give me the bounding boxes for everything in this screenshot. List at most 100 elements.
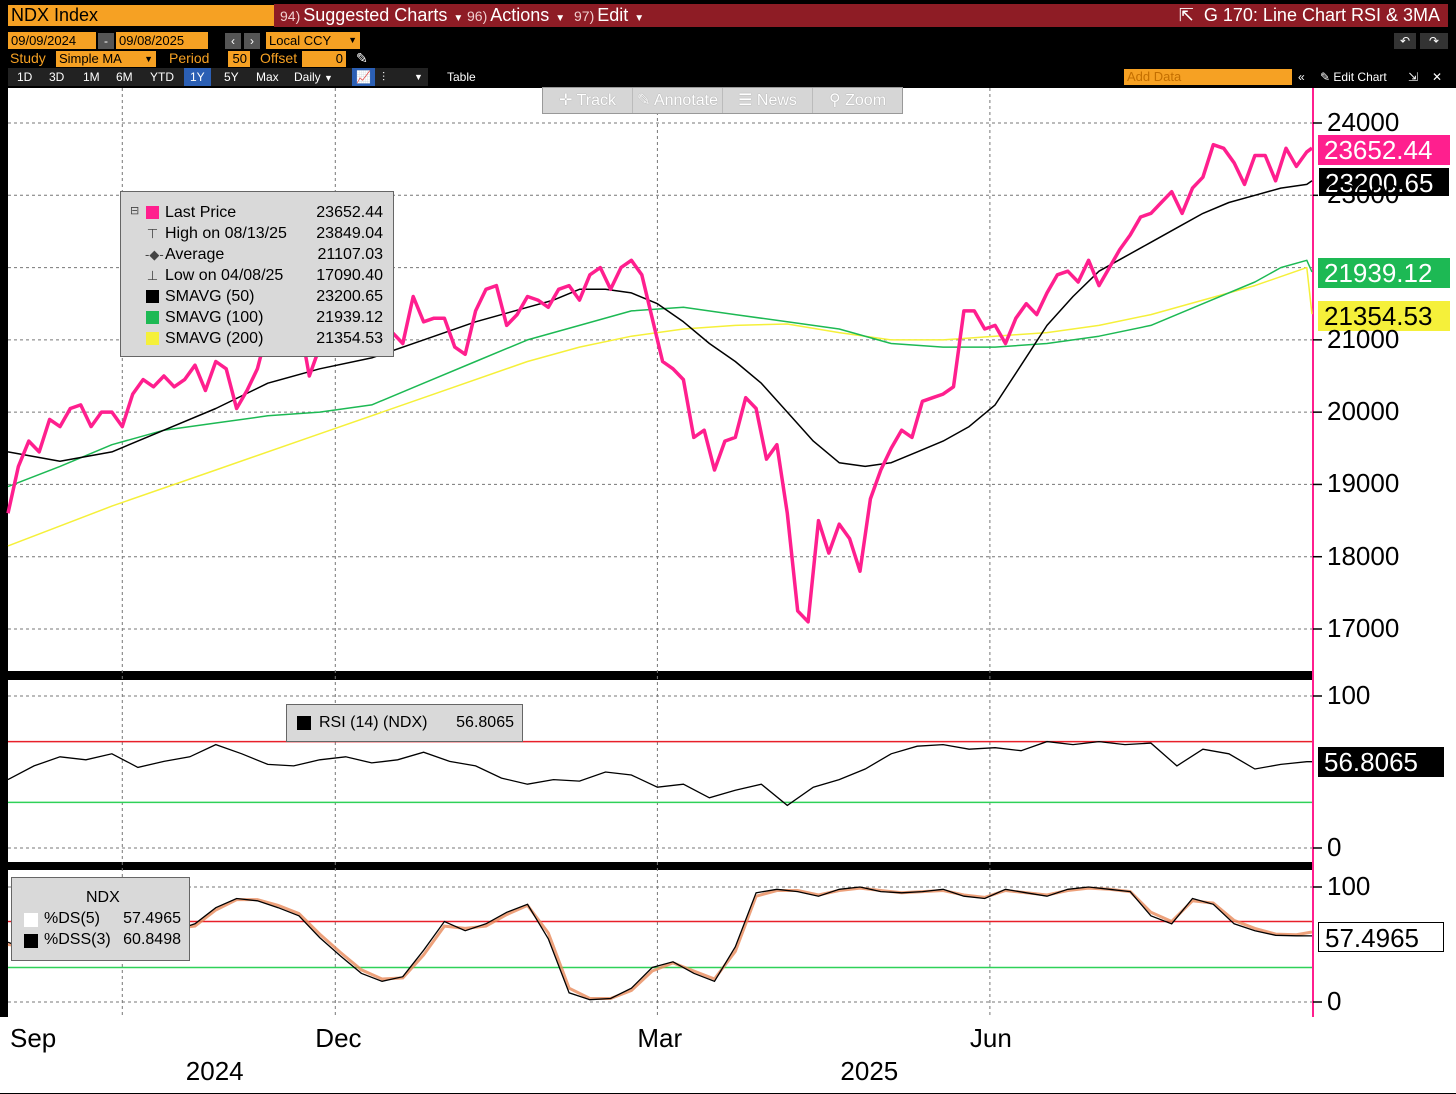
zoom-label: Zoom — [845, 92, 887, 109]
legend-label: Low on 04/08/25 — [165, 267, 284, 284]
bar-type-icon[interactable]: ⫶ — [382, 70, 386, 84]
menu-label: Edit — [597, 5, 629, 25]
ticker-field[interactable]: NDX Index — [8, 5, 274, 26]
range-max[interactable]: Max — [256, 70, 279, 84]
chevron-down-icon: ▼ — [324, 73, 333, 83]
legend-row: ⊥ Low on 04/08/25 17090.40 — [143, 265, 389, 286]
legend-label: SMAVG (100) — [165, 309, 264, 326]
end-date-field[interactable]: 09/08/2025 — [116, 32, 208, 49]
x-tick-label: Mar — [637, 1023, 683, 1053]
study-label: Study — [10, 50, 46, 66]
range-1d[interactable]: 1D — [17, 70, 33, 84]
rsi-series-line — [7, 740, 1312, 807]
black-square-icon — [146, 290, 159, 303]
range-6m[interactable]: 6M — [116, 70, 133, 84]
date-separator: - — [98, 33, 114, 49]
price-legend[interactable]: ⊟ Last Price 23652.44 ⊤ High on 08/13/25… — [120, 191, 394, 357]
range-ytd[interactable]: YTD — [150, 70, 174, 84]
add-data-input[interactable]: Add Data — [1124, 69, 1292, 85]
next-period-button[interactable]: › — [244, 33, 260, 49]
line-chart-icon[interactable]: 📈 — [352, 68, 375, 86]
currency-select[interactable]: Local CCY ▼ — [266, 32, 360, 49]
y-tick-label: 19000 — [1327, 468, 1400, 499]
chevron-down-icon[interactable]: ▼ — [414, 72, 423, 82]
start-date-field[interactable]: 09/09/2024 — [8, 32, 96, 49]
average-line-icon: -◆- — [145, 247, 164, 262]
sma200-tag: 21354.53 — [1318, 301, 1450, 331]
frequency-value: Daily — [294, 70, 321, 84]
dss-tag: 57.4965 — [1318, 922, 1444, 953]
legend-row: -◆- Average 21107.03 — [143, 244, 389, 265]
annotate-label: Annotate — [653, 92, 719, 109]
price-panel-bg — [8, 88, 1312, 671]
zoom-button[interactable]: ⚲ Zoom — [813, 88, 902, 113]
track-button[interactable]: ✛ Track — [543, 88, 633, 113]
table-button[interactable]: Table — [447, 70, 476, 84]
close-icon[interactable]: ✕ — [1432, 70, 1443, 84]
rsi-panel-bg — [8, 680, 1312, 862]
dss-legend-value: 57.4965 — [123, 910, 181, 927]
low-marker-icon: ⊥ — [146, 268, 159, 283]
legend-label: High on 08/13/25 — [165, 225, 287, 242]
legend-value: 21107.03 — [317, 246, 383, 263]
chart-settings-icon[interactable]: ⇲ — [1408, 70, 1419, 84]
sma100-tag-value: 21939.12 — [1324, 258, 1433, 288]
external-link-icon[interactable]: ⇱ — [1178, 5, 1194, 25]
pencil-icon: ✎ — [636, 92, 651, 109]
period-value: 50 — [232, 51, 247, 66]
ds5-series-line — [7, 886, 1313, 1001]
legend-row: Last Price 23652.44 — [143, 202, 389, 223]
rsi-legend-value: 56.8065 — [456, 714, 514, 731]
range-1m[interactable]: 1M — [83, 70, 100, 84]
legend-row: SMAVG (100) 21939.12 — [143, 307, 389, 328]
range-5y[interactable]: 5Y — [224, 70, 239, 84]
offset-input[interactable]: 0 — [302, 51, 346, 67]
y-tick-label: 100 — [1327, 871, 1371, 901]
dss-legend[interactable]: NDX %DS(5) 57.4965 %DSS(3) 60.8498 — [11, 877, 190, 961]
edit-chart-button[interactable]: ✎ Edit Chart — [1320, 70, 1387, 84]
ticker-label: NDX Index — [11, 5, 99, 25]
menu-actions[interactable]: 96) Actions ▼ — [467, 4, 565, 30]
crosshair-icon: ✛ — [559, 92, 573, 109]
annotate-button[interactable]: ✎ Annotate — [633, 88, 723, 113]
dss-panel-bg — [8, 870, 1312, 1017]
green-square-icon — [146, 311, 159, 324]
legend-value: 23849.04 — [316, 225, 383, 242]
news-button[interactable]: ☰ News — [723, 88, 813, 113]
undo-icon[interactable]: ↶ — [1394, 33, 1416, 49]
pencil-icon[interactable]: ✎ — [356, 50, 368, 66]
chevron-down-icon: ▼ — [348, 35, 357, 45]
legend-value: 21354.53 — [316, 330, 383, 347]
legend-value: 17090.40 — [316, 267, 383, 284]
sma100-tag: 21939.12 — [1318, 258, 1450, 288]
panel-divider — [0, 862, 1456, 870]
chevron-down-icon: ▼ — [634, 13, 645, 24]
frequency-select[interactable]: Daily ▼ — [294, 68, 333, 87]
menu-label: Actions — [490, 5, 550, 25]
menu-label: Suggested Charts — [303, 5, 448, 25]
collapse-icon[interactable]: « — [1298, 70, 1305, 84]
start-date-value: 09/09/2024 — [11, 33, 77, 48]
white-square-icon — [24, 913, 38, 927]
range-3d[interactable]: 3D — [49, 70, 65, 84]
dss-legend-value: 60.8498 — [123, 931, 181, 948]
date-row: 09/09/2024 - 09/08/2025 ‹ › Local CCY ▼ ↶… — [0, 30, 1456, 50]
collapse-tree-icon[interactable]: ⊟ — [130, 205, 140, 217]
legend-label: SMAVG (50) — [165, 288, 255, 305]
range-row: 1D 3D 1M 6M YTD 1Y 5Y Max Daily ▼ 📈 ⫶ ▼ … — [0, 68, 1456, 86]
rsi-legend[interactable]: RSI (14) (NDX) 56.8065 — [286, 704, 523, 742]
panel-divider — [0, 671, 1456, 680]
prev-period-button[interactable]: ‹ — [225, 33, 241, 49]
redo-icon[interactable]: ↷ — [1420, 33, 1448, 49]
menu-bar: 94) Suggested Charts ▼ 96) Actions ▼ 97) Edit… — [274, 4, 1448, 27]
y-tick-label: 0 — [1327, 832, 1342, 862]
period-input[interactable]: 50 — [228, 51, 250, 67]
yellow-square-icon — [146, 332, 159, 345]
rsi-tag-value: 56.8065 — [1324, 747, 1418, 777]
menu-suggested-charts[interactable]: 94) Suggested Charts ▼ — [280, 4, 463, 30]
study-select[interactable]: Simple MA ▼ — [56, 51, 156, 67]
legend-value: 23652.44 — [316, 204, 383, 221]
range-1y[interactable]: 1Y — [184, 68, 211, 86]
pink-square-icon — [146, 206, 159, 219]
menu-edit[interactable]: 97) Edit ▼ — [574, 4, 644, 30]
